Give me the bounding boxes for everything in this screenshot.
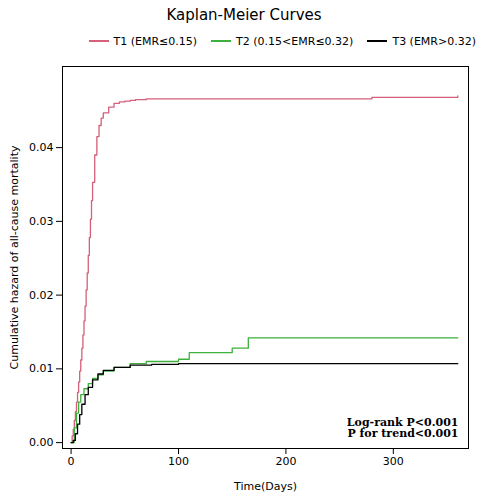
svg-text:0.04: 0.04 [29,141,54,154]
svg-text:0: 0 [68,455,75,468]
svg-text:0.00: 0.00 [29,436,54,449]
svg-text:200: 200 [275,455,296,468]
html-text:T2 (0.15<EMR≤0.32): T2 (0.15<EMR≤0.32) [236,34,354,48]
svg-text:0.02: 0.02 [29,289,54,302]
html-text:T3 (EMR>0.32): T3 (EMR>0.32) [392,34,476,48]
svg-text:100: 100 [168,455,189,468]
svg-text:0.01: 0.01 [29,362,54,375]
svg-text:0.03: 0.03 [29,215,54,228]
svg-text:Cumulative hazard of all-cause: Cumulative hazard of all-cause mortality [8,145,21,369]
html-text:Kaplan-Meier Curves: Kaplan-Meier Curves [166,6,322,24]
svg-text:300: 300 [383,455,404,468]
svg-text:Time(Days): Time(Days) [233,480,297,493]
html-text:T1 (EMR≤0.15): T1 (EMR≤0.15) [113,34,198,48]
svg-text:Log-rank P<0.001P for trend<0.: Log-rank P<0.001P for trend<0.001 [347,416,459,440]
